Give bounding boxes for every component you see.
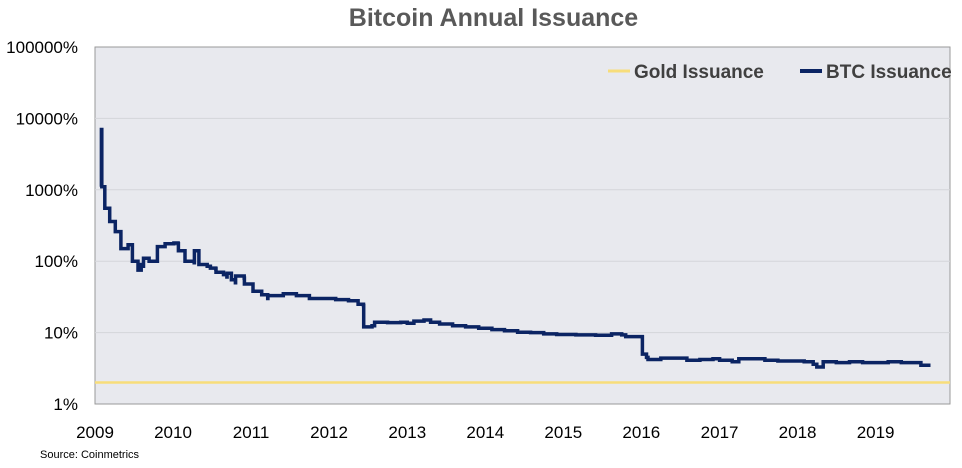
legend-label-gold: Gold Issuance [634,62,764,83]
x-tick-label: 2019 [857,423,895,442]
y-tick-label: 1% [53,395,78,414]
x-tick-label: 2012 [310,423,348,442]
x-tick-label: 2015 [544,423,582,442]
legend: Gold Issuance BTC Issuance [608,62,952,83]
y-tick-label: 100% [35,252,78,271]
btc-issuance-line [99,127,931,369]
x-tick-label: 2016 [622,423,660,442]
series-layer [95,127,950,384]
y-tick-label: 10000% [16,109,78,128]
legend-label-btc: BTC Issuance [826,62,952,83]
x-tick-label: 2017 [701,423,739,442]
plot-area [94,46,951,405]
x-tick-label: 2011 [233,423,270,442]
y-axis: 100000% 10000% 1000% 100% 10% 1% [6,38,78,414]
source-note: Source: Coinmetrics [40,449,140,461]
x-tick-label: 2018 [779,423,817,442]
x-tick-label: 2014 [466,423,504,442]
y-tick-label: 10% [44,324,78,343]
x-tick-label: 2010 [154,423,192,442]
x-axis: 2009 2010 2011 2012 2013 2014 2015 2016 2017 2018… [76,423,894,442]
x-tick-label: 2013 [388,423,426,442]
y-tick-label: 100000% [6,38,78,57]
chart-title: Bitcoin Annual Issuance [348,4,639,32]
x-tick-label: 2009 [76,423,114,442]
y-tick-label: 1000% [25,181,78,200]
